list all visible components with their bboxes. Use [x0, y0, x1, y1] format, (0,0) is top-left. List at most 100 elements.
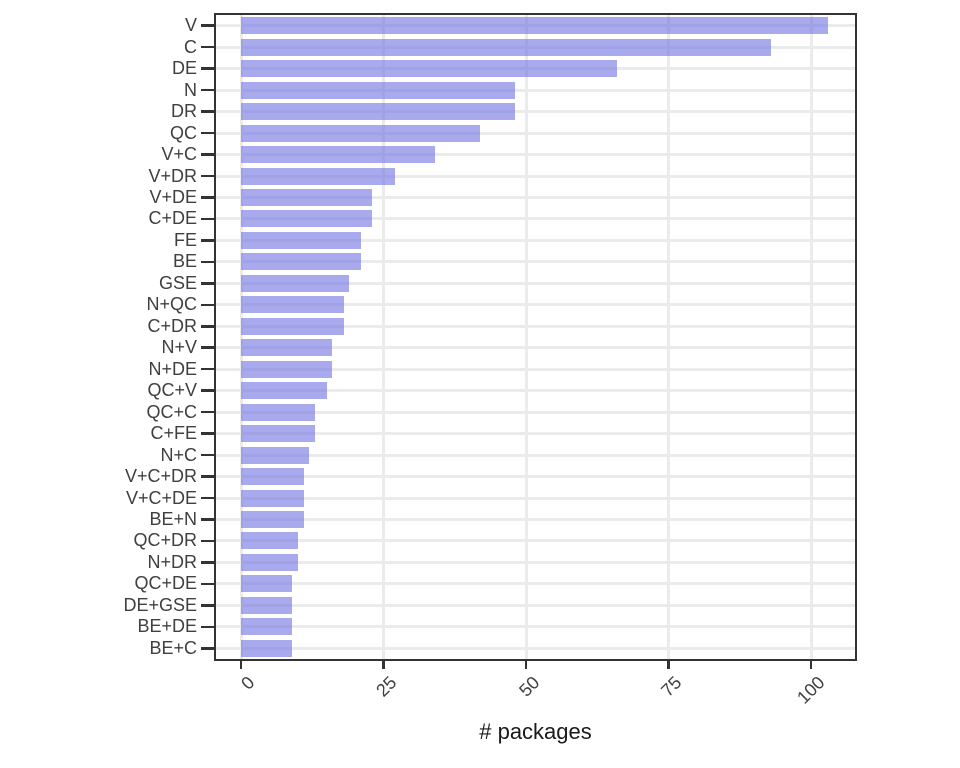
bar	[241, 38, 772, 56]
gridline-vertical	[239, 15, 243, 659]
bar	[241, 253, 361, 271]
y-axis-label: V+DE	[149, 186, 197, 207]
y-tick	[201, 346, 214, 350]
y-tick	[201, 260, 214, 264]
x-axis-title: # packages	[479, 719, 592, 744]
y-tick	[201, 582, 214, 586]
gridline-horizontal	[216, 238, 855, 242]
y-tick	[201, 196, 214, 199]
y-tick	[201, 432, 214, 435]
bar	[241, 274, 350, 292]
y-axis-label: QC+DE	[134, 573, 197, 594]
y-tick	[201, 282, 214, 285]
y-axis-label: GSE	[158, 272, 197, 293]
bar	[241, 167, 395, 185]
y-axis-label: BE+N	[149, 508, 197, 529]
y-axis-label: DE	[171, 58, 197, 79]
y-axis-label: FE	[173, 229, 197, 250]
x-axis-tick-label: 75	[657, 672, 686, 701]
gridline-horizontal	[216, 560, 855, 564]
bar	[241, 81, 515, 99]
x-axis-tick-label: 100	[793, 672, 829, 708]
y-axis-label: DE+GSE	[123, 594, 197, 615]
y-tick	[201, 88, 214, 92]
x-tick	[809, 661, 813, 669]
gridline-horizontal	[216, 389, 855, 393]
gridline-horizontal	[216, 582, 855, 586]
y-axis-label: QC+C	[146, 401, 197, 422]
plot-panel	[214, 13, 857, 661]
y-tick	[201, 646, 214, 650]
bar	[241, 489, 304, 507]
gridline-vertical	[382, 15, 385, 659]
y-axis-label: QC+DR	[133, 530, 197, 551]
bar	[241, 553, 298, 571]
y-axis-label: N+DE	[148, 358, 197, 379]
y-tick	[201, 389, 214, 392]
bar	[241, 60, 618, 78]
x-tick	[239, 661, 243, 669]
bar	[241, 210, 373, 228]
y-tick	[201, 410, 214, 414]
y-tick	[201, 67, 214, 70]
gridline-horizontal	[216, 153, 855, 157]
x-axis-tick-label: 0	[237, 672, 259, 694]
y-tick	[201, 453, 214, 457]
gridline-horizontal	[216, 324, 855, 328]
y-axis-label: N+C	[160, 444, 197, 465]
gridline-horizontal	[216, 217, 855, 221]
y-axis-label: QC+V	[147, 380, 197, 401]
gridline-horizontal	[216, 646, 855, 650]
y-tick	[201, 24, 214, 28]
y-axis-label: V+C+DE	[125, 487, 197, 508]
bar	[241, 532, 298, 550]
y-tick	[201, 604, 214, 607]
bar	[241, 146, 435, 164]
y-axis-label: N+V	[161, 337, 197, 358]
gridline-horizontal	[216, 131, 855, 135]
y-axis-label: V+C	[161, 144, 197, 165]
x-axis-tick-label: 50	[515, 672, 544, 701]
y-tick	[201, 217, 214, 221]
x-tick	[524, 661, 528, 669]
y-axis-label: V+DR	[148, 165, 197, 186]
gridline-horizontal	[216, 453, 855, 457]
bar	[241, 103, 515, 121]
gridline-horizontal	[216, 603, 855, 607]
y-tick	[201, 324, 214, 328]
bar	[241, 403, 316, 421]
gridline-vertical	[524, 15, 528, 659]
gridline-horizontal	[216, 110, 855, 114]
bar	[241, 188, 373, 206]
y-axis-label: QC	[170, 122, 197, 143]
gridline-horizontal	[216, 539, 855, 543]
gridline-horizontal	[216, 281, 855, 285]
y-tick	[201, 518, 214, 521]
y-axis-label: BE+DE	[137, 616, 197, 637]
y-tick	[201, 561, 214, 564]
y-tick	[201, 496, 214, 500]
gridline-horizontal	[216, 475, 855, 479]
gridline-horizontal	[216, 195, 855, 199]
bar	[241, 382, 327, 400]
y-tick	[201, 625, 214, 629]
y-tick	[201, 45, 214, 49]
y-tick	[201, 367, 214, 371]
y-axis-label: BE+C	[149, 637, 197, 658]
y-axis-label: C	[184, 36, 197, 57]
gridline-horizontal	[216, 625, 855, 629]
bar	[241, 639, 293, 657]
bar	[241, 468, 304, 486]
bar	[241, 360, 333, 378]
bar	[241, 317, 344, 335]
y-tick	[201, 239, 214, 242]
bar	[241, 124, 481, 142]
y-tick	[201, 153, 214, 156]
gridline-horizontal	[216, 260, 855, 264]
x-tick	[382, 661, 385, 669]
y-tick	[201, 539, 214, 543]
y-axis-label: BE	[172, 251, 197, 272]
gridline-horizontal	[216, 432, 855, 436]
y-axis-label: C+FE	[150, 423, 197, 444]
gridline-horizontal	[216, 174, 855, 178]
